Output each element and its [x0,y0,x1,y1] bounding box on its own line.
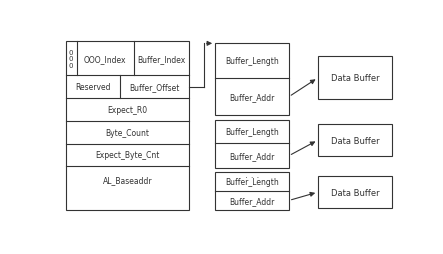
Text: Buffer_Offset: Buffer_Offset [129,83,180,92]
Text: Expect_R0: Expect_R0 [107,105,148,114]
Bar [215,44,289,116]
Text: Buffer_Index: Buffer_Index [137,55,186,64]
Bar [318,176,392,209]
Text: Buffer_Addr: Buffer_Addr [229,196,275,205]
Text: · · ·: · · · [245,174,259,183]
Text: Reserved: Reserved [75,83,111,92]
Text: Buffer_Length: Buffer_Length [225,177,279,186]
Text: Data Buffer: Data Buffer [330,74,379,83]
Text: Buffer_Length: Buffer_Length [225,128,279,137]
Bar [318,124,392,157]
Text: 0
0
0: 0 0 0 [69,50,74,69]
Bar [66,42,189,210]
Bar [215,172,289,210]
Text: Data Buffer: Data Buffer [330,136,379,145]
Text: OOO_Index: OOO_Index [84,55,126,64]
Bar [215,120,289,168]
Text: Buffer_Addr: Buffer_Addr [229,93,275,102]
Text: AL_Baseaddr: AL_Baseaddr [103,176,152,185]
Text: Byte_Count: Byte_Count [105,128,149,137]
Text: Buffer_Addr: Buffer_Addr [229,152,275,161]
Bar [318,57,392,100]
Text: Buffer_Length: Buffer_Length [225,57,279,66]
Text: Data Buffer: Data Buffer [330,188,379,197]
Text: Expect_Byte_Cnt: Expect_Byte_Cnt [95,151,159,160]
